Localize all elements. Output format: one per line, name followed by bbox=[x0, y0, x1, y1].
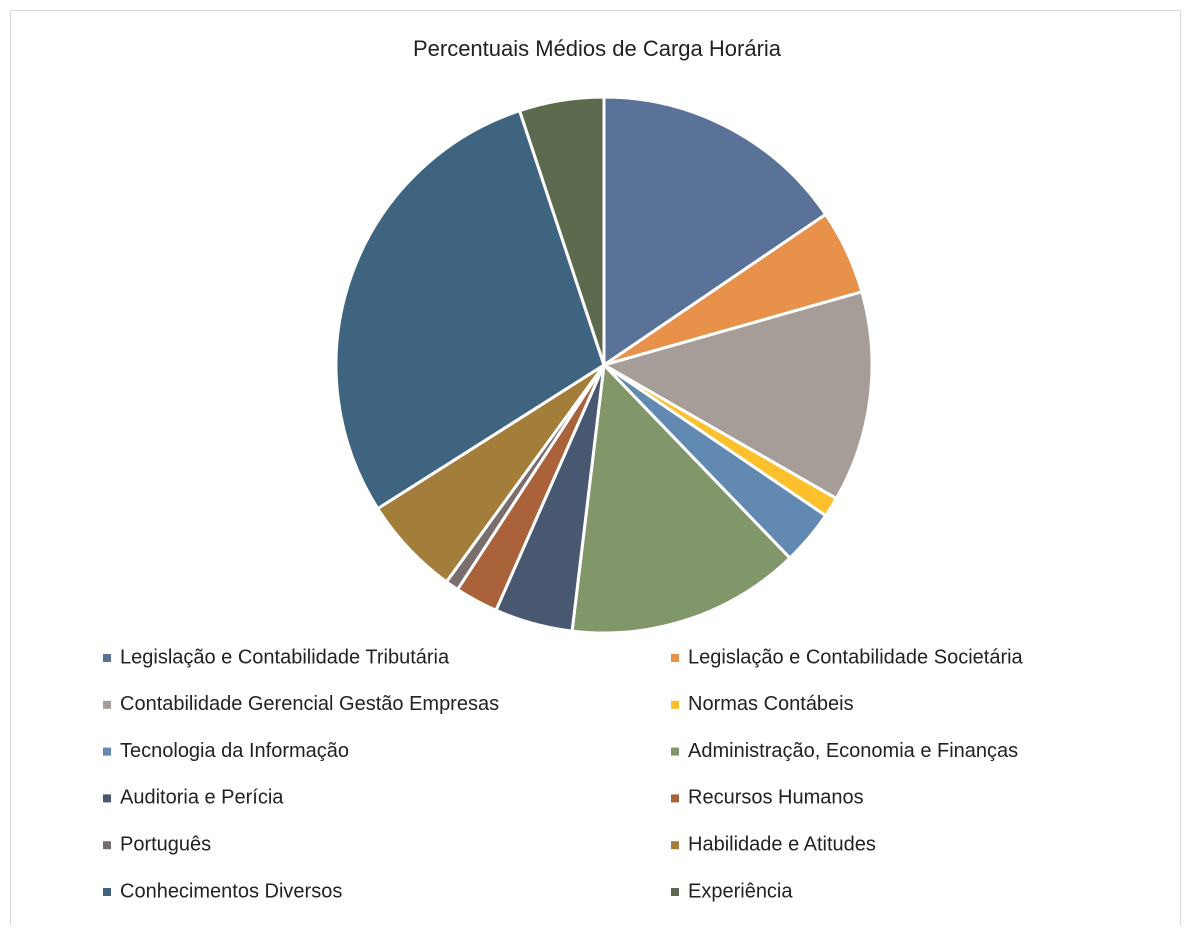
legend-label: Experiência bbox=[688, 880, 793, 902]
pie-slice bbox=[334, 109, 606, 511]
legend-swatch bbox=[103, 888, 111, 896]
legend-label: Habilidade e Atitudes bbox=[688, 833, 876, 855]
legend-label: Recursos Humanos bbox=[688, 787, 864, 809]
legend-label: Auditoria e Perícia bbox=[120, 787, 284, 809]
legend-label: Legislação e Contabilidade Societária bbox=[688, 646, 1024, 668]
legend-swatch bbox=[671, 794, 679, 803]
legend-swatch bbox=[103, 794, 111, 803]
legend-swatch bbox=[671, 654, 679, 662]
legend-label: Tecnologia da Informação bbox=[120, 740, 349, 762]
pie-slice bbox=[518, 95, 606, 367]
pie-slice bbox=[570, 363, 792, 635]
legend-swatch bbox=[103, 747, 111, 756]
legend-label: Conhecimentos Diversos bbox=[120, 880, 342, 902]
pie-slice bbox=[602, 95, 828, 367]
legend-swatch bbox=[671, 700, 679, 709]
pie-slice bbox=[602, 290, 874, 501]
legend-label: Contabilidade Gerencial Gestão Empresas bbox=[120, 693, 499, 715]
legend-swatch bbox=[671, 841, 679, 850]
legend-swatch bbox=[671, 888, 679, 896]
legend-swatch bbox=[671, 747, 679, 756]
legend-swatch bbox=[103, 654, 111, 662]
legend-label: Legislação e Contabilidade Tributária bbox=[120, 646, 450, 668]
chart-title: Percentuais Médios de Carga Horária bbox=[413, 36, 782, 61]
legend-label: Normas Contábeis bbox=[688, 693, 854, 715]
legend-label: Administração, Economia e Finanças bbox=[688, 740, 1018, 762]
legend-label: Português bbox=[120, 833, 211, 855]
legend-swatch bbox=[103, 841, 111, 850]
legend-swatch bbox=[103, 700, 111, 709]
